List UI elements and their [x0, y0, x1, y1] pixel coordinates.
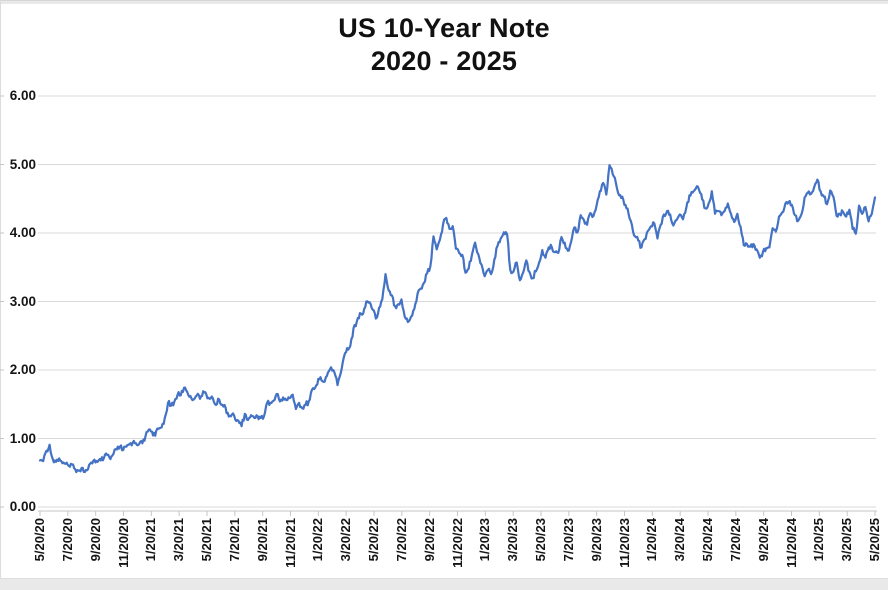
x-axis-tick-label: 1/20/24 — [644, 518, 660, 562]
page-edge-top — [0, 0, 888, 4]
x-axis-tick-label: 11/20/21 — [282, 518, 298, 568]
y-axis-tick-label: 4.00 — [9, 225, 36, 240]
x-axis-tick-label: 3/20/24 — [672, 518, 688, 562]
y-axis-tick-label: 5.00 — [9, 156, 36, 172]
y-axis-tick-label: 3.00 — [9, 293, 36, 309]
y-axis-tick-label: 0.00 — [9, 499, 36, 514]
x-axis-tick-label: 5/20/20 — [32, 518, 47, 562]
x-axis-tick-label: 7/20/24 — [727, 518, 743, 562]
x-axis-tick-label: 3/20/25 — [839, 518, 855, 562]
x-axis-tick-label: 3/20/22 — [338, 518, 354, 562]
chart-title-line2: 2020 - 2025 — [370, 46, 518, 76]
page-edge-left — [0, 0, 1, 590]
x-axis-tick-label: 5/20/24 — [700, 518, 715, 562]
x-axis-tick-label: 1/20/23 — [477, 518, 493, 562]
y-axis-tick-label: 1.00 — [9, 430, 36, 446]
page-edge-bottom — [0, 578, 888, 590]
x-axis-tick-label: 5/20/23 — [533, 518, 548, 562]
yield-line-series — [38, 164, 877, 474]
x-axis-tick-label: 11/20/23 — [616, 518, 632, 568]
y-axis-tick-label: 2.00 — [9, 362, 36, 377]
chart-title-line1: US 10-Year Note — [338, 13, 550, 43]
x-axis-tick-label: 5/20/21 — [199, 518, 214, 562]
x-axis-tick-label: 9/20/20 — [87, 518, 103, 562]
y-axis-tick-label: 6.00 — [9, 88, 36, 103]
x-axis-tick-label: 5/20/25 — [867, 518, 882, 562]
x-axis-tick-label: 7/20/20 — [59, 518, 75, 562]
x-axis-tick-label: 7/20/23 — [560, 518, 576, 562]
x-axis-tick-label: 11/20/24 — [783, 518, 799, 568]
x-axis-tick-label: 3/20/21 — [171, 518, 187, 562]
x-axis-tick-label: 9/20/23 — [588, 518, 604, 562]
chart-title: US 10-Year Note 2020 - 2025 — [0, 12, 888, 78]
x-axis-tick-label: 1/20/22 — [310, 518, 326, 562]
x-axis-tick-label: 11/20/22 — [449, 518, 465, 568]
x-axis-tick-label: 1/20/21 — [143, 518, 159, 562]
x-axis-tick-label: 3/20/23 — [505, 518, 521, 562]
x-axis-tick-label: 7/20/21 — [226, 518, 242, 562]
x-axis-tick-label: 11/20/20 — [115, 518, 131, 568]
x-axis-tick-label: 5/20/22 — [366, 518, 381, 562]
x-axis-tick-label: 9/20/24 — [755, 518, 771, 562]
x-axis-tick-label: 9/20/21 — [254, 518, 270, 562]
x-axis-tick-label: 7/20/22 — [393, 518, 409, 562]
x-axis-tick-label: 1/20/25 — [811, 518, 827, 562]
x-axis-tick-label: 9/20/22 — [421, 518, 437, 562]
